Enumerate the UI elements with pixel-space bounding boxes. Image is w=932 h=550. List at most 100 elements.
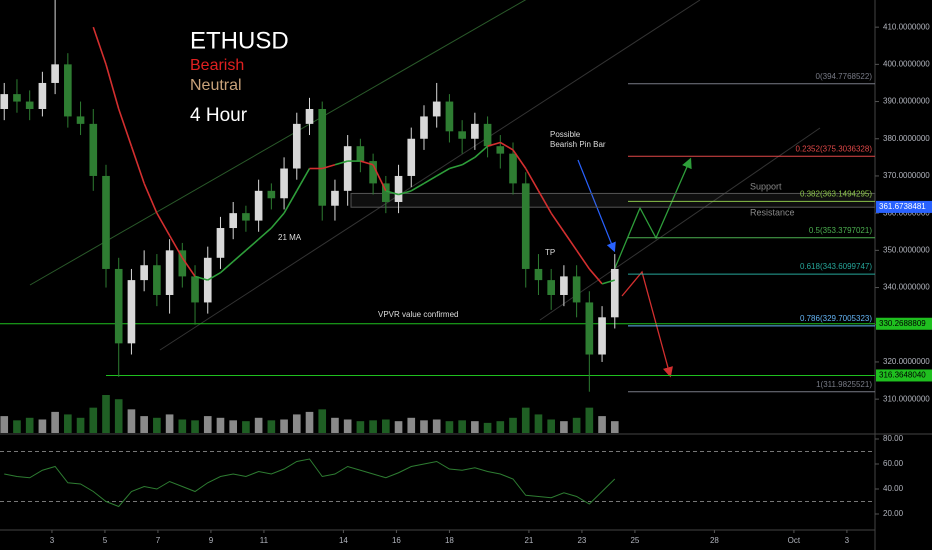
volume-bar bbox=[267, 420, 276, 433]
x-tick-label: Oct bbox=[788, 536, 801, 545]
candle-body bbox=[331, 190, 339, 206]
volume-bar bbox=[242, 421, 250, 433]
x-tick-label: 9 bbox=[209, 536, 214, 545]
candle-body bbox=[280, 168, 288, 199]
ma-segment bbox=[537, 190, 552, 214]
ma-segment bbox=[499, 141, 514, 151]
x-tick-label: 7 bbox=[156, 536, 161, 545]
volume-bar bbox=[458, 420, 466, 433]
timeframe: 4 Hour bbox=[190, 105, 248, 126]
candle-body bbox=[191, 276, 199, 303]
volume-bar bbox=[127, 409, 136, 433]
ma-segment bbox=[143, 183, 158, 214]
volume-bar bbox=[25, 417, 34, 433]
candle-body bbox=[420, 116, 428, 139]
x-tick-label: 16 bbox=[392, 536, 401, 545]
candle-body bbox=[318, 108, 327, 206]
volume-bar bbox=[76, 417, 85, 433]
candle-body bbox=[38, 82, 47, 109]
fib-label: 0.5(353.3797021) bbox=[809, 226, 873, 235]
ma-segment bbox=[232, 249, 247, 263]
volume-bar bbox=[610, 421, 619, 433]
volume-bar bbox=[165, 414, 174, 433]
ma-segment bbox=[487, 141, 501, 147]
ma-segment bbox=[283, 190, 298, 214]
ma-segment bbox=[117, 108, 133, 147]
volume-bar bbox=[0, 416, 9, 433]
ma-segment bbox=[372, 164, 387, 192]
ma-segment bbox=[512, 149, 527, 169]
x-tick-label: 3 bbox=[50, 536, 55, 545]
fib-label: 0.786(329.7005323) bbox=[800, 314, 872, 323]
ma-segment bbox=[296, 168, 311, 192]
y-tick-label: 340.0000000 bbox=[883, 283, 930, 292]
price-tag-label: 316.3648040 bbox=[879, 371, 926, 380]
price-tag-label: 361.6738481 bbox=[879, 202, 926, 211]
ma-segment bbox=[207, 271, 221, 281]
volume-bar bbox=[585, 407, 594, 433]
ma-segment bbox=[219, 260, 234, 274]
y-tick-label: 390.0000000 bbox=[883, 97, 930, 106]
candle-body bbox=[64, 64, 72, 117]
candle-body bbox=[114, 268, 123, 344]
ma-segment bbox=[105, 64, 120, 110]
volume-bar bbox=[280, 419, 288, 433]
volume-bar bbox=[534, 414, 543, 433]
candle-body bbox=[534, 268, 543, 281]
candle-body bbox=[382, 183, 390, 202]
ma-segment bbox=[449, 164, 463, 170]
fib-label: 0.618(343.6099747) bbox=[800, 262, 872, 271]
candle-body bbox=[216, 228, 225, 258]
x-tick-label: 18 bbox=[445, 536, 454, 545]
volume-bar bbox=[382, 419, 390, 433]
candle-body bbox=[496, 146, 505, 154]
volume-bar bbox=[369, 420, 377, 433]
candle-body bbox=[165, 250, 174, 295]
ma-segment bbox=[575, 249, 591, 270]
annotation: Bearish Pin Bar bbox=[550, 140, 606, 149]
pin-bar-arrow bbox=[577, 159, 616, 253]
volume-bar bbox=[471, 421, 479, 433]
ma-segment bbox=[92, 26, 107, 65]
ma-segment bbox=[423, 175, 438, 185]
annotation: VPVR value confirmed bbox=[378, 310, 458, 319]
annotation: Resistance bbox=[750, 207, 795, 217]
volume-bar bbox=[114, 399, 123, 433]
volume-bar bbox=[432, 419, 441, 433]
volume-bar bbox=[496, 421, 505, 433]
ma-segment bbox=[334, 160, 348, 166]
candle-body bbox=[0, 94, 9, 109]
volume-bar bbox=[229, 420, 238, 433]
y-tick-label: 400.0000000 bbox=[883, 59, 930, 68]
volume-bar bbox=[51, 411, 59, 433]
bias-label: Bearish bbox=[190, 57, 244, 74]
price-tag bbox=[876, 317, 932, 330]
ma-segment bbox=[525, 168, 540, 192]
ma-segment bbox=[168, 235, 184, 259]
ma-segment bbox=[474, 145, 489, 158]
ma-segment bbox=[270, 212, 285, 229]
ma-segment bbox=[563, 231, 578, 251]
volume-bar bbox=[13, 420, 21, 433]
candle-body bbox=[521, 183, 530, 269]
ma-segment bbox=[601, 279, 616, 285]
x-tick-label: 28 bbox=[710, 536, 719, 545]
title: ETHUSD bbox=[190, 27, 289, 54]
x-tick-label: 14 bbox=[339, 536, 348, 545]
ma-segment bbox=[436, 167, 450, 177]
y-tick-label: 60.00 bbox=[883, 459, 904, 468]
volume-bar bbox=[331, 417, 339, 433]
y-tick-label: 40.00 bbox=[883, 484, 904, 493]
volume-bar bbox=[572, 417, 581, 433]
volume-bar bbox=[547, 419, 555, 433]
annotation: Support bbox=[750, 181, 782, 191]
volume-bar bbox=[216, 417, 225, 433]
ma-segment bbox=[360, 160, 374, 166]
volume-bar bbox=[191, 420, 199, 433]
channel-line bbox=[159, 0, 701, 351]
x-tick-label: 3 bbox=[845, 536, 850, 545]
support-resistance-zone bbox=[350, 192, 876, 208]
volume-bar bbox=[203, 416, 212, 433]
